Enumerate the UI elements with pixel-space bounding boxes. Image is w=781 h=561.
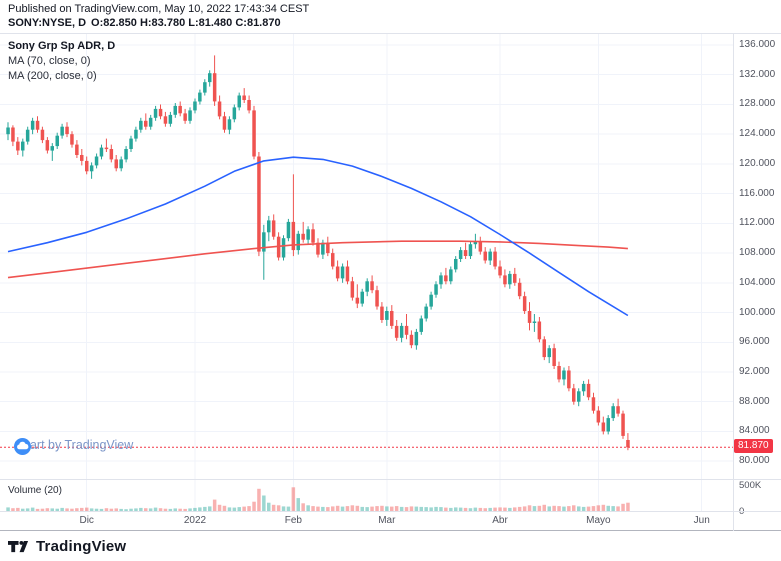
price-axis[interactable]: 81.870 136.000 132.000 128.000 124.000 120.0… (733, 34, 781, 532)
price-tick-label: 88.000 (739, 395, 770, 407)
price-tick-label: 116.000 (739, 187, 775, 199)
price-pane[interactable]: Sony Grp Sp ADR, D MA (70, close, 0) MA … (0, 34, 733, 479)
tradingview-logo-text: TradingView (36, 537, 127, 555)
candlestick-canvas[interactable] (0, 34, 733, 479)
price-tick-label: 104.000 (739, 276, 776, 288)
tradingview-cloud-icon (14, 438, 31, 455)
x-axis-label: Mayo (586, 515, 611, 526)
tradingview-logo[interactable]: TradingView (8, 538, 126, 555)
legend-ma200[interactable]: MA (200, close, 0) (8, 70, 97, 82)
price-tick-label: 92.000 (739, 365, 770, 377)
price-tick-label: 136.000 (739, 38, 776, 50)
symbol-ohlc-line: SONY:NYSE, D O:82.850 H:83.780 L:81.480 C… (8, 17, 773, 29)
price-tick-label: 112.000 (739, 217, 775, 229)
price-tick-label: 96.000 (739, 336, 770, 348)
x-axis-label: Abr (492, 515, 508, 526)
time-axis[interactable]: Dic 2022 Feb Mar Abr Mayo Jun (0, 511, 733, 532)
tradingview-logo-icon (8, 540, 29, 552)
last-price-label: 81.870 (734, 439, 773, 454)
volume-tick-label: 500K (739, 480, 762, 492)
price-tick-label: 80.000 (739, 455, 770, 467)
price-tick-label: 132.000 (739, 68, 776, 80)
price-tick-label: 84.000 (739, 425, 770, 437)
volume-pane[interactable]: Volume (20) (0, 479, 733, 511)
chart-legend: Sony Grp Sp ADR, D MA (70, close, 0) MA … (8, 39, 115, 84)
x-axis-label: Dic (79, 515, 94, 526)
published-line: Published on TradingView.com, May 10, 20… (8, 3, 310, 15)
chart-frame: Sony Grp Sp ADR, D MA (70, close, 0) MA … (0, 33, 781, 532)
page-footer: TradingView (0, 531, 781, 561)
legend-ma70[interactable]: MA (70, close, 0) (8, 55, 91, 67)
price-tick-label: 100.000 (739, 306, 776, 318)
legend-symbol[interactable]: Sony Grp Sp ADR, D (8, 40, 116, 52)
volume-canvas[interactable] (0, 479, 733, 511)
axis-separator (733, 34, 734, 532)
tradingview-watermark[interactable]: Chart by TradingView (14, 438, 134, 455)
pane-separator (0, 479, 781, 480)
price-tick-label: 108.000 (739, 247, 776, 259)
price-tick-label: 120.000 (739, 157, 776, 169)
x-axis-label: Jun (693, 515, 710, 526)
price-tick-label: 124.000 (739, 128, 776, 140)
x-axis-label: 2022 (183, 515, 207, 526)
x-axis-label: Feb (284, 515, 302, 526)
symbol-interval: SONY:NYSE, D (8, 17, 87, 29)
publish-header: Published on TradingView.com, May 10, 20… (0, 0, 781, 33)
ohlc-values: O:82.850 H:83.780 L:81.480 C:81.870 (91, 17, 281, 29)
price-tick-label: 128.000 (739, 98, 776, 110)
time-axis-separator (0, 511, 781, 512)
x-axis-label: Mar (378, 515, 396, 526)
volume-legend[interactable]: Volume (20) (8, 485, 62, 496)
watermark-label: Chart by TradingView (14, 438, 134, 452)
